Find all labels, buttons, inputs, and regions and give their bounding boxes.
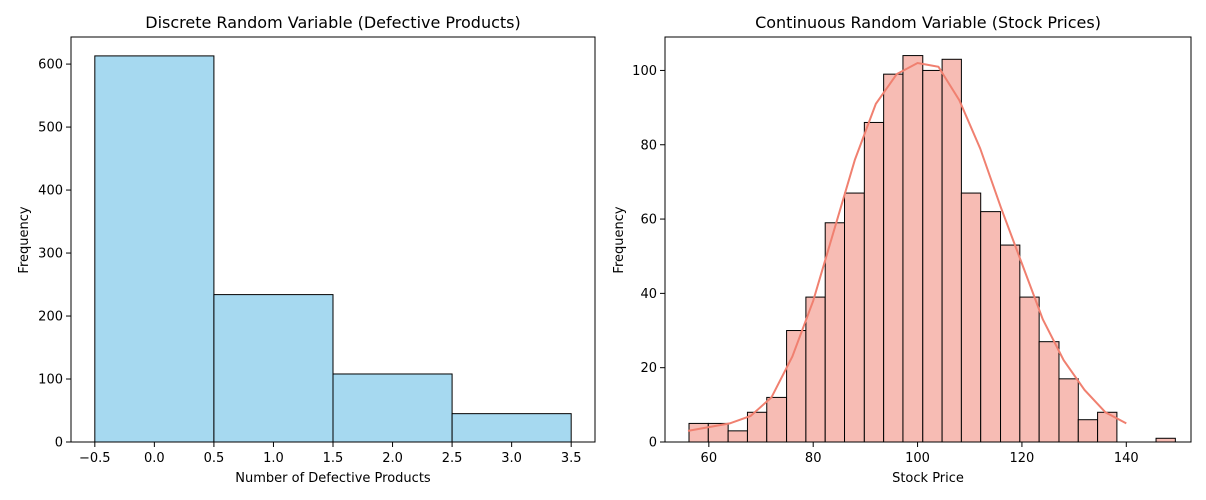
continuous-y-tick-label: 40 xyxy=(640,287,657,302)
continuous-bar xyxy=(806,297,825,442)
continuous-bar xyxy=(961,193,980,442)
continuous-y-axis-label: Frequency xyxy=(612,206,627,273)
discrete-x-axis-label: Number of Defective Products xyxy=(235,471,431,486)
discrete-x-tick-label: 2.5 xyxy=(442,451,463,466)
continuous-y-axis: 0 20 40 60 80 100 xyxy=(632,64,665,451)
continuous-bar xyxy=(903,56,923,442)
discrete-x-tick-label: −0.5 xyxy=(79,451,111,466)
discrete-x-tick-label: 3.0 xyxy=(501,451,522,466)
discrete-x-tick-label: 3.5 xyxy=(561,451,582,466)
continuous-x-tick-label: 80 xyxy=(805,451,822,466)
discrete-y-tick-label: 100 xyxy=(38,373,63,388)
continuous-chart-title: Continuous Random Variable (Stock Prices… xyxy=(755,13,1101,32)
continuous-bar xyxy=(1001,245,1020,442)
discrete-chart: Discrete Random Variable (Defective Prod… xyxy=(17,13,595,486)
discrete-bar xyxy=(452,414,571,442)
discrete-y-tick-label: 400 xyxy=(38,184,63,199)
continuous-x-tick-label: 140 xyxy=(1114,451,1139,466)
continuous-bar xyxy=(728,431,747,442)
discrete-y-axis-label: Frequency xyxy=(17,206,32,273)
discrete-y-axis: 0 100 200 300 400 500 600 xyxy=(38,58,71,451)
continuous-bar xyxy=(864,122,883,442)
continuous-bar xyxy=(1020,297,1039,442)
continuous-bar xyxy=(1039,342,1059,442)
discrete-y-tick-label: 200 xyxy=(38,310,63,325)
continuous-bar xyxy=(884,74,903,442)
discrete-x-tick-label: 0.0 xyxy=(144,451,165,466)
continuous-bar xyxy=(845,193,865,442)
continuous-x-tick-label: 60 xyxy=(701,451,718,466)
continuous-x-tick-label: 100 xyxy=(905,451,930,466)
discrete-x-tick-label: 1.5 xyxy=(323,451,344,466)
continuous-y-tick-label: 60 xyxy=(640,213,657,228)
continuous-bar xyxy=(1078,420,1097,442)
discrete-chart-title: Discrete Random Variable (Defective Prod… xyxy=(145,13,521,32)
continuous-bars xyxy=(689,56,1175,442)
discrete-x-tick-label: 0.5 xyxy=(204,451,225,466)
continuous-y-tick-label: 80 xyxy=(640,138,657,153)
continuous-bar xyxy=(1059,379,1078,442)
continuous-bar xyxy=(689,423,708,442)
discrete-bar xyxy=(214,295,333,442)
discrete-x-tick-label: 1.0 xyxy=(263,451,284,466)
continuous-bar xyxy=(981,212,1001,442)
continuous-y-tick-label: 0 xyxy=(649,436,657,451)
continuous-x-axis-label: Stock Price xyxy=(892,471,964,486)
discrete-y-tick-label: 600 xyxy=(38,58,63,73)
continuous-bar xyxy=(923,70,942,442)
discrete-x-axis: −0.5 0.0 0.5 1.0 1.5 2.0 2.5 3.0 3.5 xyxy=(79,442,581,466)
continuous-bar xyxy=(767,397,787,442)
continuous-bar xyxy=(825,223,844,442)
continuous-chart: Continuous Random Variable (Stock Prices… xyxy=(612,13,1191,486)
discrete-y-tick-label: 0 xyxy=(55,436,63,451)
discrete-x-tick-label: 2.0 xyxy=(382,451,403,466)
continuous-x-axis: 60 80 100 120 140 xyxy=(701,442,1139,466)
continuous-bar xyxy=(1156,438,1175,442)
discrete-bar xyxy=(95,56,214,442)
continuous-y-tick-label: 100 xyxy=(632,64,657,79)
discrete-bars xyxy=(95,56,571,442)
discrete-y-tick-label: 300 xyxy=(38,247,63,262)
discrete-bar xyxy=(333,374,452,442)
continuous-x-tick-label: 120 xyxy=(1010,451,1035,466)
continuous-bar xyxy=(942,59,961,442)
continuous-y-tick-label: 20 xyxy=(640,361,657,376)
discrete-y-tick-label: 500 xyxy=(38,121,63,136)
